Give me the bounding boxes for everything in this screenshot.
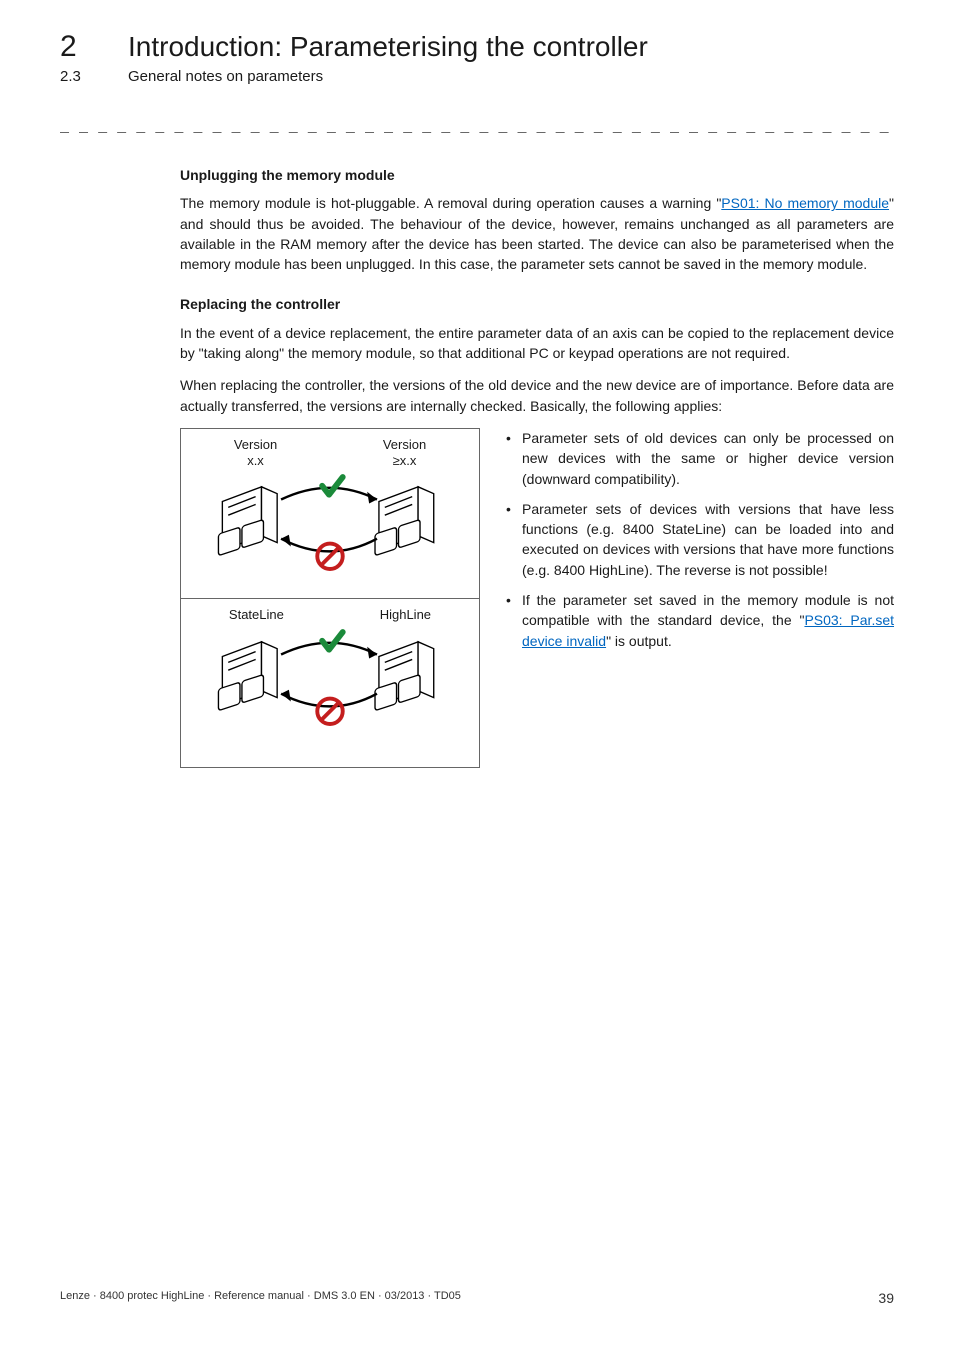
subheading-replacing: Replacing the controller — [180, 294, 894, 314]
page-number: 39 — [878, 1290, 894, 1306]
text: Version — [383, 437, 426, 452]
chapter-title: Introduction: Parameterising the control… — [128, 31, 648, 63]
content-area: Unplugging the memory module The memory … — [180, 165, 894, 768]
footer-text: Lenze · 8400 protec HighLine · Reference… — [60, 1290, 461, 1306]
chapter-header: 2 Introduction: Parameterising the contr… — [60, 30, 894, 64]
figure-bottom-devices — [181, 623, 479, 729]
bullet-3: If the parameter set saved in the memory… — [506, 590, 894, 651]
label-version-gte-xx: Version ≥x.x — [383, 437, 426, 468]
figure-bottom-half: StateLine HighLine — [181, 598, 479, 767]
chapter-number: 2 — [60, 30, 100, 64]
label-version-xx: Version x.x — [234, 437, 277, 468]
page: 2 Introduction: Parameterising the contr… — [0, 0, 954, 1350]
text: The memory module is hot-pluggable. A re… — [180, 195, 721, 211]
separator-line: _ _ _ _ _ _ _ _ _ _ _ _ _ _ _ _ _ _ _ _ … — [60, 115, 894, 133]
section-header: 2.3 General notes on parameters — [60, 68, 894, 85]
figure-top-half: Version x.x Version ≥x.x — [181, 429, 479, 598]
device-diagram-top — [193, 469, 467, 579]
label-stateline: StateLine — [229, 607, 284, 623]
subheading-unplugging: Unplugging the memory module — [180, 165, 894, 185]
text: " is output. — [606, 633, 672, 649]
paragraph-replacing-1: In the event of a device replacement, th… — [180, 323, 894, 364]
figure-top-labels: Version x.x Version ≥x.x — [181, 429, 479, 468]
text: Version — [234, 437, 277, 452]
bullet-list: Parameter sets of old devices can only b… — [506, 428, 894, 661]
check-icon — [322, 632, 343, 650]
page-footer: Lenze · 8400 protec HighLine · Reference… — [60, 1290, 894, 1306]
text: ≥x.x — [393, 453, 417, 468]
bullet-2: Parameter sets of devices with versions … — [506, 499, 894, 580]
forbidden-icon — [317, 698, 342, 723]
compatibility-figure: Version x.x Version ≥x.x — [180, 428, 480, 768]
figure-top-devices — [181, 468, 479, 574]
bullet-1: Parameter sets of old devices can only b… — [506, 428, 894, 489]
figure-bottom-labels: StateLine HighLine — [181, 599, 479, 623]
paragraph-replacing-2: When replacing the controller, the versi… — [180, 375, 894, 416]
check-icon — [322, 477, 343, 495]
label-highline: HighLine — [380, 607, 431, 623]
device-diagram-bottom — [193, 624, 467, 734]
forbidden-icon — [317, 544, 342, 569]
section-number: 2.3 — [60, 68, 100, 85]
link-ps01[interactable]: PS01: No memory module — [721, 195, 889, 211]
section-title: General notes on parameters — [128, 68, 323, 85]
paragraph-unplugging: The memory module is hot-pluggable. A re… — [180, 193, 894, 274]
text: x.x — [247, 453, 264, 468]
figure-and-bullets: Version x.x Version ≥x.x — [180, 428, 894, 768]
